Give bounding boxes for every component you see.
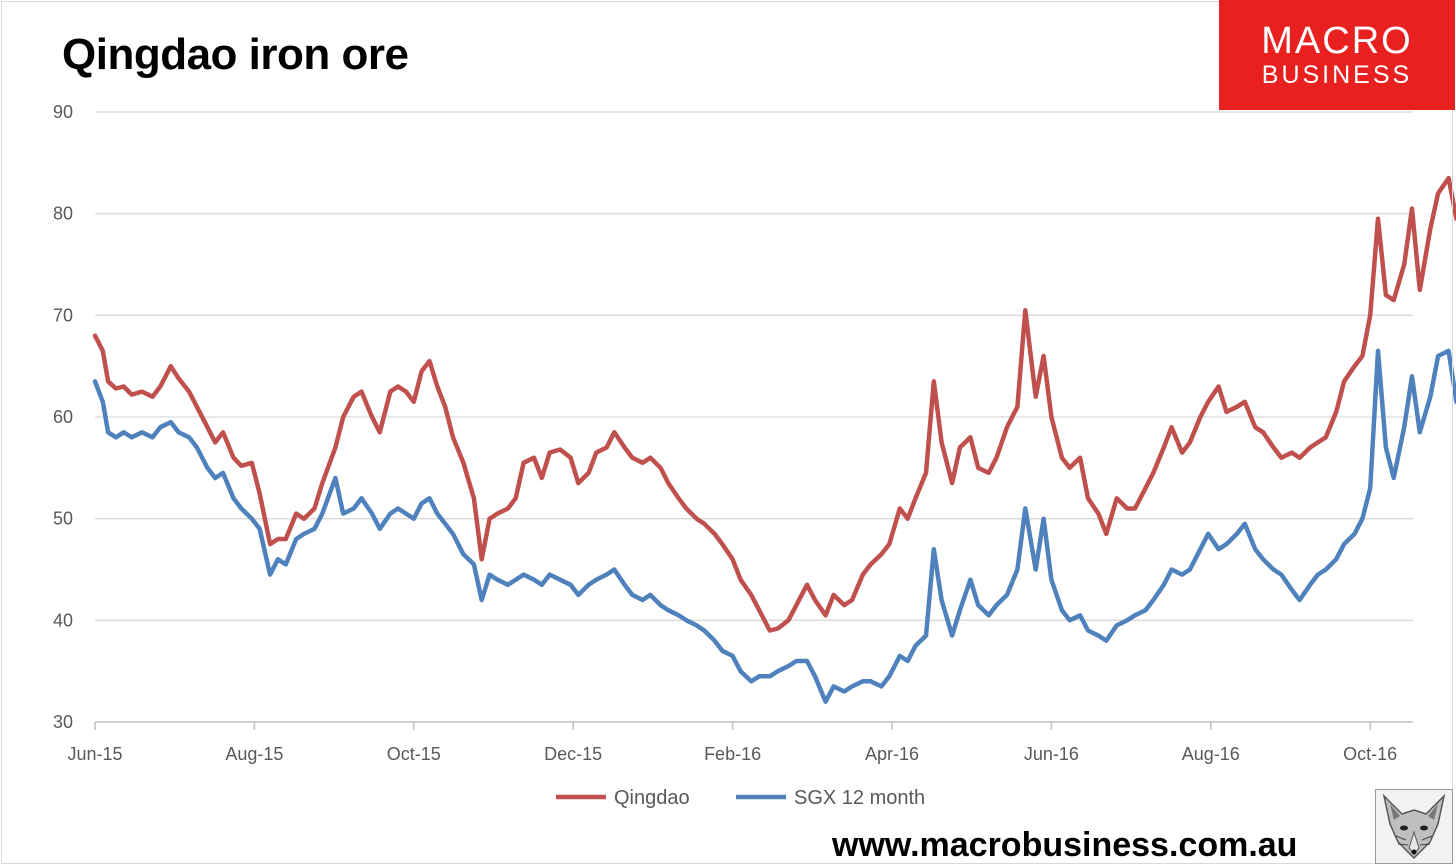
x-tick-label: Aug-15: [225, 744, 283, 764]
series-line-qingdao: [92, 175, 1456, 633]
y-tick-label: 50: [53, 509, 73, 529]
legend-label: SGX 12 month: [794, 787, 925, 809]
website-url: www.macrobusiness.com.au: [832, 826, 1298, 864]
x-tick-label: Aug-16: [1182, 744, 1240, 764]
x-tick-label: Apr-16: [865, 744, 919, 764]
y-tick-label: 90: [53, 102, 73, 122]
series-line-sgx-12-month: [92, 348, 1456, 704]
x-tick-label: Oct-16: [1343, 744, 1397, 764]
x-tick-label: Dec-15: [544, 744, 602, 764]
fox-head-icon: [1375, 789, 1453, 864]
x-tick-label: Jun-16: [1024, 744, 1079, 764]
x-tick-label: Feb-16: [704, 744, 761, 764]
chart-title: Qingdao iron ore: [62, 30, 409, 79]
y-tick-label: 70: [53, 305, 73, 325]
x-tick-label: Oct-15: [387, 744, 441, 764]
logo-line-2: BUSINESS: [1261, 61, 1413, 89]
x-tick-label: Jun-15: [67, 744, 122, 764]
legend-label: Qingdao: [614, 787, 690, 809]
y-tick-label: 30: [53, 712, 73, 732]
logo-line-1: MACRO: [1261, 20, 1413, 62]
macrobusiness-logo: MACRO BUSINESS: [1219, 0, 1455, 110]
y-tick-label: 60: [53, 407, 73, 427]
y-tick-label: 40: [53, 610, 73, 630]
y-tick-label: 80: [53, 204, 73, 224]
